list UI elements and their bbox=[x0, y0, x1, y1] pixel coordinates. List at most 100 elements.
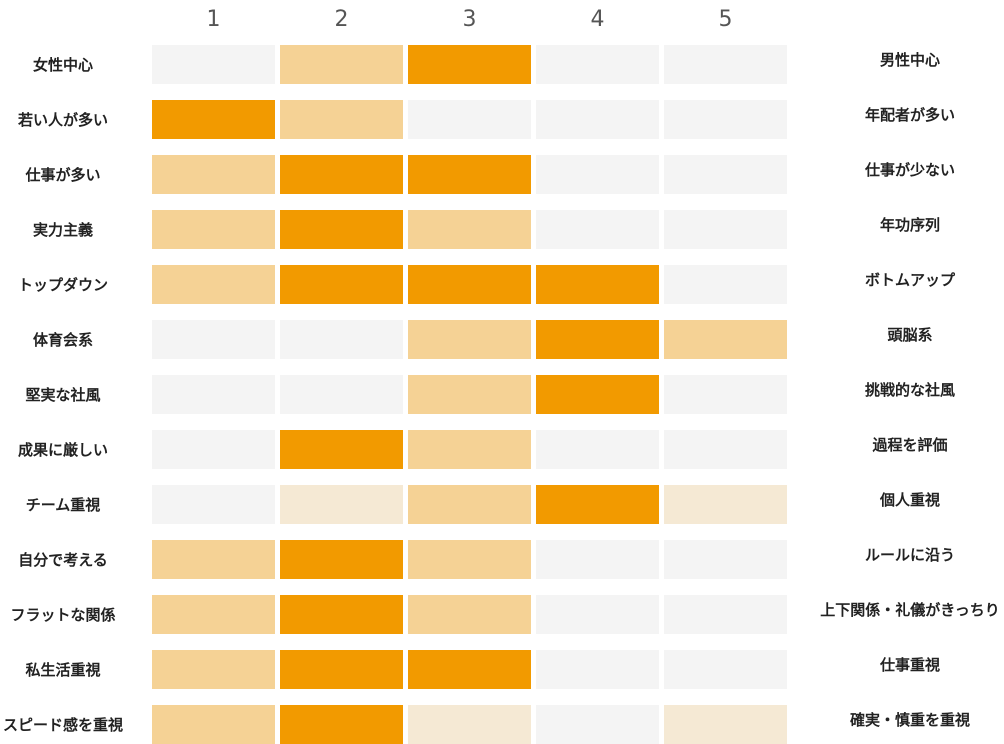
cell-row-3-col-1 bbox=[152, 155, 275, 194]
cell-row-1-col-2 bbox=[280, 45, 403, 84]
left-label-row-6: 体育会系 bbox=[33, 331, 93, 349]
cell-row-4-col-1 bbox=[152, 210, 275, 249]
column-header-4: 4 bbox=[591, 7, 605, 32]
left-label-row-8: 成果に厳しい bbox=[18, 441, 108, 459]
cell-row-11-col-5 bbox=[664, 595, 787, 634]
cell-row-5-col-2 bbox=[280, 265, 403, 304]
left-label-row-4: 実力主義 bbox=[33, 221, 93, 239]
column-header-5: 5 bbox=[719, 7, 733, 32]
cell-row-8-col-1 bbox=[152, 430, 275, 469]
cell-row-10-col-1 bbox=[152, 540, 275, 579]
cell-row-9-col-1 bbox=[152, 485, 275, 524]
right-label-row-6: 頭脳系 bbox=[887, 326, 932, 344]
left-label-row-12: 私生活重視 bbox=[24, 661, 100, 679]
cell-row-13-col-2 bbox=[280, 705, 403, 744]
column-header-2: 2 bbox=[335, 7, 349, 32]
cell-row-10-col-4 bbox=[536, 540, 659, 579]
cell-row-3-col-3 bbox=[408, 155, 531, 194]
cell-row-3-col-4 bbox=[536, 155, 659, 194]
cell-row-7-col-3 bbox=[408, 375, 531, 414]
column-headers: 1 2 3 4 5 bbox=[207, 7, 733, 32]
left-row-labels: 女性中心若い人が多い仕事が多い実力主義トップダウン体育会系堅実な社風成果に厳しい… bbox=[3, 56, 123, 734]
cell-row-11-col-4 bbox=[536, 595, 659, 634]
right-label-row-5: ボトムアップ bbox=[865, 271, 956, 289]
cell-row-4-col-5 bbox=[664, 210, 787, 249]
left-label-row-13: スピード感を重視 bbox=[3, 716, 123, 734]
cell-row-5-col-4 bbox=[536, 265, 659, 304]
cell-row-12-col-1 bbox=[152, 650, 275, 689]
right-label-row-2: 年配者が多い bbox=[865, 106, 955, 124]
cell-row-11-col-2 bbox=[280, 595, 403, 634]
cell-row-10-col-3 bbox=[408, 540, 531, 579]
right-label-row-9: 個人重視 bbox=[879, 491, 940, 509]
cell-row-13-col-4 bbox=[536, 705, 659, 744]
right-label-row-1: 男性中心 bbox=[880, 51, 940, 69]
cell-row-6-col-3 bbox=[408, 320, 531, 359]
cell-row-11-col-3 bbox=[408, 595, 531, 634]
right-label-row-10: ルールに沿う bbox=[865, 546, 955, 564]
cell-row-9-col-5 bbox=[664, 485, 787, 524]
cell-row-1-col-5 bbox=[664, 45, 787, 84]
left-label-row-3: 仕事が多い bbox=[24, 166, 100, 184]
cell-row-13-col-3 bbox=[408, 705, 531, 744]
heatmap-cells bbox=[152, 45, 787, 744]
cell-row-8-col-4 bbox=[536, 430, 659, 469]
cell-row-5-col-3 bbox=[408, 265, 531, 304]
right-label-row-8: 過程を評価 bbox=[871, 436, 947, 454]
left-label-row-9: チーム重視 bbox=[26, 496, 101, 514]
cell-row-3-col-2 bbox=[280, 155, 403, 194]
cell-row-7-col-2 bbox=[280, 375, 403, 414]
cell-row-12-col-5 bbox=[664, 650, 787, 689]
right-label-row-12: 仕事重視 bbox=[879, 656, 940, 674]
cell-row-10-col-2 bbox=[280, 540, 403, 579]
cell-row-4-col-4 bbox=[536, 210, 659, 249]
left-label-row-2: 若い人が多い bbox=[17, 111, 108, 129]
right-label-row-11: 上下関係・礼儀がきっちり bbox=[820, 601, 999, 619]
cell-row-1-col-1 bbox=[152, 45, 275, 84]
cell-row-6-col-1 bbox=[152, 320, 275, 359]
cell-row-2-col-5 bbox=[664, 100, 787, 139]
cell-row-8-col-5 bbox=[664, 430, 787, 469]
cell-row-8-col-2 bbox=[280, 430, 403, 469]
left-label-row-7: 堅実な社風 bbox=[25, 386, 100, 404]
cell-row-10-col-5 bbox=[664, 540, 787, 579]
left-label-row-10: 自分で考える bbox=[18, 551, 108, 569]
right-label-row-7: 挑戦的な社風 bbox=[865, 381, 955, 399]
column-header-3: 3 bbox=[463, 7, 477, 32]
cell-row-4-col-3 bbox=[408, 210, 531, 249]
right-label-row-3: 仕事が少ない bbox=[864, 161, 955, 179]
cell-row-13-col-5 bbox=[664, 705, 787, 744]
left-label-row-1: 女性中心 bbox=[33, 56, 93, 74]
cell-row-7-col-1 bbox=[152, 375, 275, 414]
right-label-row-13: 確実・慎重を重視 bbox=[849, 711, 970, 729]
cell-row-2-col-2 bbox=[280, 100, 403, 139]
cell-row-2-col-4 bbox=[536, 100, 659, 139]
cell-row-2-col-3 bbox=[408, 100, 531, 139]
cell-row-13-col-1 bbox=[152, 705, 275, 744]
cell-row-12-col-4 bbox=[536, 650, 659, 689]
cell-row-6-col-5 bbox=[664, 320, 787, 359]
cell-row-3-col-5 bbox=[664, 155, 787, 194]
cell-row-7-col-4 bbox=[536, 375, 659, 414]
right-row-labels: 男性中心年配者が多い仕事が少ない年功序列ボトムアップ頭脳系挑戦的な社風過程を評価… bbox=[820, 51, 999, 729]
left-label-row-11: フラットな関係 bbox=[10, 606, 115, 624]
cell-row-4-col-2 bbox=[280, 210, 403, 249]
right-label-row-4: 年功序列 bbox=[880, 216, 940, 234]
cell-row-7-col-5 bbox=[664, 375, 787, 414]
cell-row-1-col-4 bbox=[536, 45, 659, 84]
column-header-1: 1 bbox=[207, 7, 221, 32]
cell-row-2-col-1 bbox=[152, 100, 275, 139]
cell-row-12-col-2 bbox=[280, 650, 403, 689]
cell-row-9-col-2 bbox=[280, 485, 403, 524]
cell-row-5-col-5 bbox=[664, 265, 787, 304]
cell-row-5-col-1 bbox=[152, 265, 275, 304]
cell-row-6-col-2 bbox=[280, 320, 403, 359]
left-label-row-5: トップダウン bbox=[18, 276, 108, 294]
cell-row-1-col-3 bbox=[408, 45, 531, 84]
cell-row-9-col-3 bbox=[408, 485, 531, 524]
cell-row-11-col-1 bbox=[152, 595, 275, 634]
cell-row-6-col-4 bbox=[536, 320, 659, 359]
cell-row-8-col-3 bbox=[408, 430, 531, 469]
cell-row-12-col-3 bbox=[408, 650, 531, 689]
